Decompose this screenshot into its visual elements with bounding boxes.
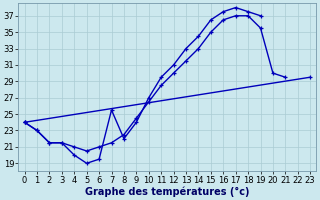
X-axis label: Graphe des températures (°c): Graphe des températures (°c): [85, 186, 250, 197]
